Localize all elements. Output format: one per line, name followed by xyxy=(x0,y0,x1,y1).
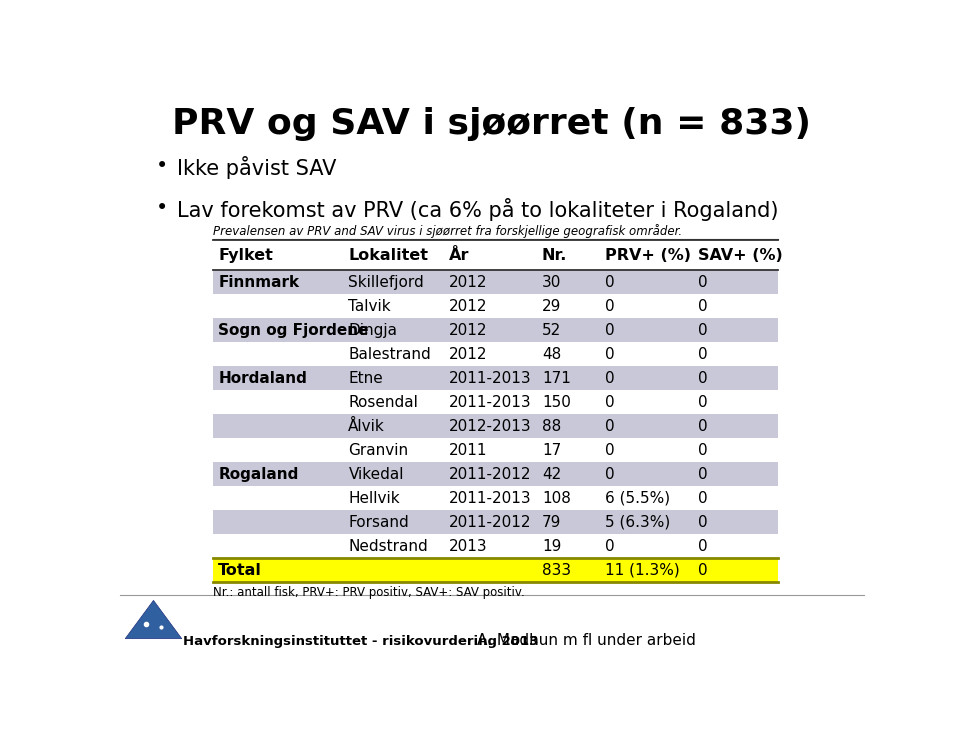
Text: 150: 150 xyxy=(541,395,571,410)
Text: 0: 0 xyxy=(605,298,614,314)
Text: Forsand: Forsand xyxy=(348,515,409,530)
Text: 11 (1.3%): 11 (1.3%) xyxy=(605,562,680,577)
Text: Lokalitet: Lokalitet xyxy=(348,248,428,263)
Text: 0: 0 xyxy=(605,323,614,338)
Bar xyxy=(213,462,779,486)
Text: 29: 29 xyxy=(541,298,562,314)
Text: Nr.: antall fisk, PRV+: PRV positiv, SAV+: SAV positiv.: Nr.: antall fisk, PRV+: PRV positiv, SAV… xyxy=(213,585,525,599)
Text: 2011-2013: 2011-2013 xyxy=(449,371,532,386)
Text: 2011-2013: 2011-2013 xyxy=(449,395,532,410)
Text: 2011-2012: 2011-2012 xyxy=(449,515,531,530)
Text: Prevalensen av PRV and SAV virus i sjøørret fra forskjellige geografisk områder.: Prevalensen av PRV and SAV virus i sjøør… xyxy=(213,224,683,238)
Text: 48: 48 xyxy=(541,347,561,361)
Text: 6 (5.5%): 6 (5.5%) xyxy=(605,490,670,505)
Text: Nedstrand: Nedstrand xyxy=(348,539,428,554)
Text: 0: 0 xyxy=(605,347,614,361)
Bar xyxy=(213,294,779,318)
Text: 0: 0 xyxy=(698,298,708,314)
Bar xyxy=(213,558,779,582)
Text: 0: 0 xyxy=(605,275,614,289)
Text: 833: 833 xyxy=(541,562,571,577)
Text: 0: 0 xyxy=(605,395,614,410)
Bar xyxy=(213,534,779,558)
Bar xyxy=(213,390,779,414)
Text: 2012: 2012 xyxy=(449,323,488,338)
Bar xyxy=(213,366,779,390)
Text: 17: 17 xyxy=(541,443,561,458)
Text: Ålvik: Ålvik xyxy=(348,418,385,433)
Text: 0: 0 xyxy=(698,418,708,433)
Text: 2012: 2012 xyxy=(449,298,488,314)
Text: 19: 19 xyxy=(541,539,562,554)
Text: Talvik: Talvik xyxy=(348,298,391,314)
Text: 2012: 2012 xyxy=(449,347,488,361)
Bar xyxy=(213,240,779,270)
Text: 52: 52 xyxy=(541,323,561,338)
Text: 0: 0 xyxy=(698,539,708,554)
Text: 0: 0 xyxy=(605,443,614,458)
Text: 0: 0 xyxy=(698,323,708,338)
Text: SAV+ (%): SAV+ (%) xyxy=(698,248,782,263)
Text: 2013: 2013 xyxy=(449,539,488,554)
Text: 171: 171 xyxy=(541,371,571,386)
Text: Fylket: Fylket xyxy=(218,248,273,263)
Text: Ikke påvist SAV: Ikke påvist SAV xyxy=(177,157,336,180)
Text: Dingja: Dingja xyxy=(348,323,397,338)
Text: Balestrand: Balestrand xyxy=(348,347,431,361)
Text: 79: 79 xyxy=(541,515,562,530)
Text: •: • xyxy=(156,197,168,217)
Text: Lav forekomst av PRV (ca 6% på to lokaliteter i Rogaland): Lav forekomst av PRV (ca 6% på to lokali… xyxy=(177,197,778,220)
Bar xyxy=(213,342,779,366)
Text: PRV+ (%): PRV+ (%) xyxy=(605,248,691,263)
Text: Skillefjord: Skillefjord xyxy=(348,275,424,289)
Text: Hordaland: Hordaland xyxy=(218,371,307,386)
Text: 2011-2012: 2011-2012 xyxy=(449,467,531,482)
Text: Sogn og Fjordene: Sogn og Fjordene xyxy=(218,323,369,338)
Text: 0: 0 xyxy=(698,490,708,505)
Text: PRV og SAV i sjøørret (n = 833): PRV og SAV i sjøørret (n = 833) xyxy=(173,108,811,141)
Bar xyxy=(213,414,779,438)
Text: 0: 0 xyxy=(605,418,614,433)
Text: Havforskningsinstituttet - risikovurdering 2013: Havforskningsinstituttet - risikovurderi… xyxy=(183,635,539,648)
Text: 0: 0 xyxy=(698,515,708,530)
Text: 2012-2013: 2012-2013 xyxy=(449,418,532,433)
Text: 108: 108 xyxy=(541,490,571,505)
Text: Hellvik: Hellvik xyxy=(348,490,400,505)
Text: A. Madhun m fl under arbeid: A. Madhun m fl under arbeid xyxy=(477,633,696,648)
Text: 0: 0 xyxy=(605,467,614,482)
Text: Total: Total xyxy=(218,562,262,577)
Text: Nr.: Nr. xyxy=(541,248,567,263)
Text: 0: 0 xyxy=(698,467,708,482)
Text: 0: 0 xyxy=(605,539,614,554)
Text: Etne: Etne xyxy=(348,371,383,386)
Text: 88: 88 xyxy=(541,418,561,433)
Text: 30: 30 xyxy=(541,275,562,289)
Text: 0: 0 xyxy=(605,371,614,386)
Text: 2012: 2012 xyxy=(449,275,488,289)
Text: Granvin: Granvin xyxy=(348,443,409,458)
Text: 2011: 2011 xyxy=(449,443,488,458)
Text: 0: 0 xyxy=(698,562,708,577)
Text: Finnmark: Finnmark xyxy=(218,275,300,289)
Text: 0: 0 xyxy=(698,371,708,386)
Bar xyxy=(213,318,779,342)
Text: År: År xyxy=(449,248,469,263)
Text: 2011-2013: 2011-2013 xyxy=(449,490,532,505)
Text: Rosendal: Rosendal xyxy=(348,395,419,410)
Text: Rogaland: Rogaland xyxy=(218,467,299,482)
Polygon shape xyxy=(125,600,181,639)
Text: 0: 0 xyxy=(698,395,708,410)
Bar xyxy=(213,438,779,462)
Text: 0: 0 xyxy=(698,443,708,458)
Text: Vikedal: Vikedal xyxy=(348,467,404,482)
Bar xyxy=(213,510,779,534)
Text: 0: 0 xyxy=(698,347,708,361)
Text: •: • xyxy=(156,157,168,177)
Bar xyxy=(213,270,779,294)
Text: 42: 42 xyxy=(541,467,561,482)
Text: 5 (6.3%): 5 (6.3%) xyxy=(605,515,670,530)
Bar xyxy=(213,486,779,510)
Text: 0: 0 xyxy=(698,275,708,289)
